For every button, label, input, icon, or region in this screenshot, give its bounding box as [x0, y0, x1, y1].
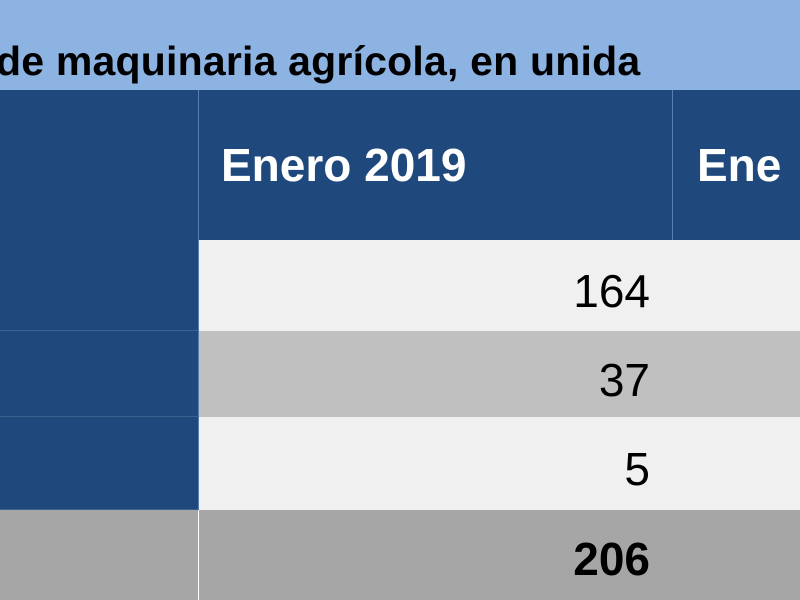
total-value: 206 [573, 533, 650, 585]
column-divider [198, 90, 199, 510]
row-divider [0, 509, 199, 510]
row-label-cell [0, 240, 198, 331]
row-value: 164 [573, 265, 650, 317]
column-divider [198, 510, 199, 600]
data-table: Enero 2019 Ene 164 37 5 206 [0, 90, 800, 600]
header-label: Enero 2019 [221, 139, 467, 191]
table-row: 5 [199, 417, 800, 510]
row-divider [0, 416, 199, 417]
row-value: 5 [624, 443, 650, 495]
row-label-cell [0, 331, 198, 417]
total-label-cell [0, 510, 198, 600]
title-bar: de maquinaria agrícola, en unida [0, 0, 800, 90]
total-row: 206 [199, 510, 800, 600]
table-row: 164 [199, 240, 800, 331]
header-cell-next: Ene [673, 90, 800, 240]
header-cell-blank [0, 90, 198, 240]
row-divider [0, 330, 199, 331]
header-cell-enero-2019: Enero 2019 [199, 90, 672, 240]
table-row: 37 [199, 331, 800, 417]
table-title: de maquinaria agrícola, en unida [0, 38, 641, 84]
row-label-cell [0, 417, 198, 510]
column-divider [672, 90, 673, 240]
header-label: Ene [697, 139, 782, 191]
row-value: 37 [598, 354, 650, 406]
